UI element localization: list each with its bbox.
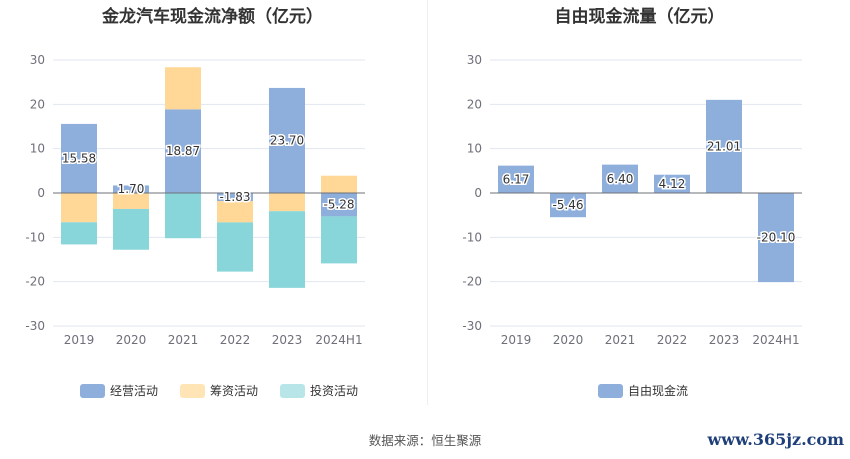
x-tick-label: 2022 xyxy=(657,333,688,347)
data-label: 1.70 xyxy=(118,182,145,196)
bar-financing xyxy=(61,193,97,223)
y-tick-label: -10 xyxy=(462,230,482,244)
data-label: -5.28 xyxy=(323,198,354,212)
y-tick-label: 20 xyxy=(30,97,45,111)
bar-operating xyxy=(165,109,201,193)
bar-operating xyxy=(61,123,97,193)
x-tick-label: 2021 xyxy=(605,333,636,347)
bar-investing xyxy=(113,208,149,250)
x-tick-label: 2024H1 xyxy=(315,333,362,347)
legend-swatch xyxy=(598,383,623,398)
x-tick-label: 2023 xyxy=(272,333,303,347)
legend-label: 经营活动 xyxy=(110,384,159,398)
divider xyxy=(427,0,428,405)
right-legend: 自由现金流 xyxy=(598,382,688,399)
data-label: -20.10 xyxy=(757,231,796,245)
legend-swatch xyxy=(80,383,105,398)
x-tick-label: 2022 xyxy=(220,333,251,347)
bar-financing xyxy=(217,201,253,223)
data-label: 6.17 xyxy=(503,172,530,186)
y-tick-label: 0 xyxy=(37,186,45,200)
bar-financing xyxy=(321,175,357,193)
bar-financing xyxy=(269,193,305,212)
y-tick-label: 30 xyxy=(467,53,482,67)
bar-investing xyxy=(217,222,253,272)
bar-fcf xyxy=(498,165,534,193)
data-label: 4.12 xyxy=(659,177,686,191)
watermark: www.365jz.com xyxy=(707,430,844,449)
legend-financing[interactable]: 筹资活动 xyxy=(180,382,258,399)
y-tick-label: 10 xyxy=(30,142,45,156)
bar-fcf xyxy=(550,193,586,218)
y-tick-label: -30 xyxy=(462,319,482,333)
y-tick-label: 10 xyxy=(467,142,482,156)
x-tick-label: 2019 xyxy=(64,333,95,347)
x-tick-label: 2023 xyxy=(709,333,740,347)
bar-investing xyxy=(61,222,97,245)
y-tick-label: 0 xyxy=(474,186,482,200)
legend-fcf[interactable]: 自由现金流 xyxy=(598,382,688,399)
x-tick-label: 2021 xyxy=(168,333,199,347)
legend-operating[interactable]: 经营活动 xyxy=(80,382,158,399)
bar-financing xyxy=(165,67,201,110)
y-tick-label: 30 xyxy=(30,53,45,67)
legend-label: 投资活动 xyxy=(310,384,359,398)
y-tick-label: -30 xyxy=(25,319,45,333)
data-label: 15.58 xyxy=(62,151,96,165)
bar-investing xyxy=(321,216,357,264)
bar-investing xyxy=(165,193,201,239)
data-label: -5.46 xyxy=(552,198,583,212)
left-chart-title: 金龙汽车现金流净额（亿元） xyxy=(102,7,323,27)
bar-fcf xyxy=(706,99,742,193)
data-label: 21.01 xyxy=(707,139,741,153)
left-legend: 经营活动 筹资活动 投资活动 xyxy=(80,382,358,399)
data-label: -1.83 xyxy=(219,190,250,204)
data-label: 23.70 xyxy=(270,133,304,147)
bar-financing xyxy=(113,193,149,209)
legend-swatch xyxy=(280,383,306,398)
x-tick-label: 2020 xyxy=(553,333,584,347)
data-source: 数据来源：恒生聚源 xyxy=(368,433,482,448)
x-tick-label: 2019 xyxy=(501,333,532,347)
y-tick-label: -10 xyxy=(25,230,45,244)
legend-investing[interactable]: 投资活动 xyxy=(280,382,358,399)
legend-label: 筹资活动 xyxy=(210,384,259,398)
bar-operating xyxy=(217,193,253,202)
legend-swatch xyxy=(180,383,206,398)
bar-fcf xyxy=(654,174,690,193)
y-tick-label: -20 xyxy=(462,275,482,289)
y-tick-label: 20 xyxy=(467,97,482,111)
data-label: 6.40 xyxy=(607,172,634,186)
x-tick-label: 2020 xyxy=(116,333,147,347)
x-tick-label: 2024H1 xyxy=(752,333,799,347)
bar-operating xyxy=(113,185,149,193)
bar-fcf xyxy=(602,164,638,193)
bar-operating xyxy=(321,193,357,217)
bar-investing xyxy=(269,211,305,288)
right-chart-title: 自由现金流量（亿元） xyxy=(554,7,725,27)
bar-operating xyxy=(269,87,305,193)
bar-fcf xyxy=(758,193,794,283)
legend-label: 自由现金流 xyxy=(628,384,689,398)
data-label: 18.87 xyxy=(166,144,200,158)
y-tick-label: -20 xyxy=(25,275,45,289)
